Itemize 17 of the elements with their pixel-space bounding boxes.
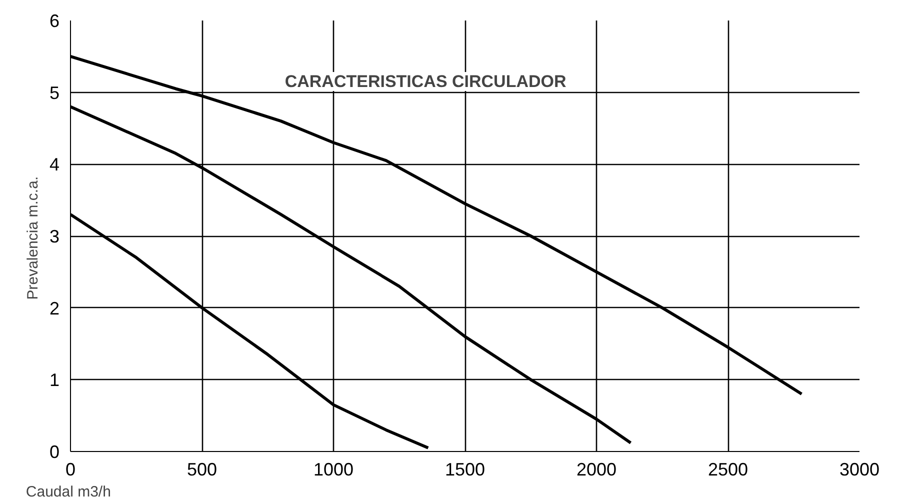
- y-tick-label: 5: [49, 82, 60, 103]
- x-tick-label: 2500: [708, 460, 748, 480]
- x-tick-label: 2000: [576, 460, 617, 480]
- y-tick-label: 1: [49, 370, 60, 390]
- text: CARACTERISTICAS CIRCULADOR: [284, 72, 566, 92]
- x-tick-label: 500: [186, 460, 218, 480]
- y-tick-label: 0: [49, 442, 60, 462]
- y-tick-label: 3: [49, 226, 60, 246]
- x-axis-title: Caudal m3/h: [26, 484, 111, 500]
- y-tick-label: 6: [49, 11, 60, 31]
- y-axis-title: Prevalencia m.c.a.: [24, 176, 42, 300]
- x-tick-label: 1500: [444, 460, 486, 480]
- x-tick-label: 3000: [839, 460, 880, 480]
- x-tick-label: 0: [65, 460, 76, 480]
- y-tick-label: 4: [49, 154, 60, 175]
- x-tick-label: 1000: [313, 460, 354, 480]
- y-tick-label: 2: [49, 298, 60, 318]
